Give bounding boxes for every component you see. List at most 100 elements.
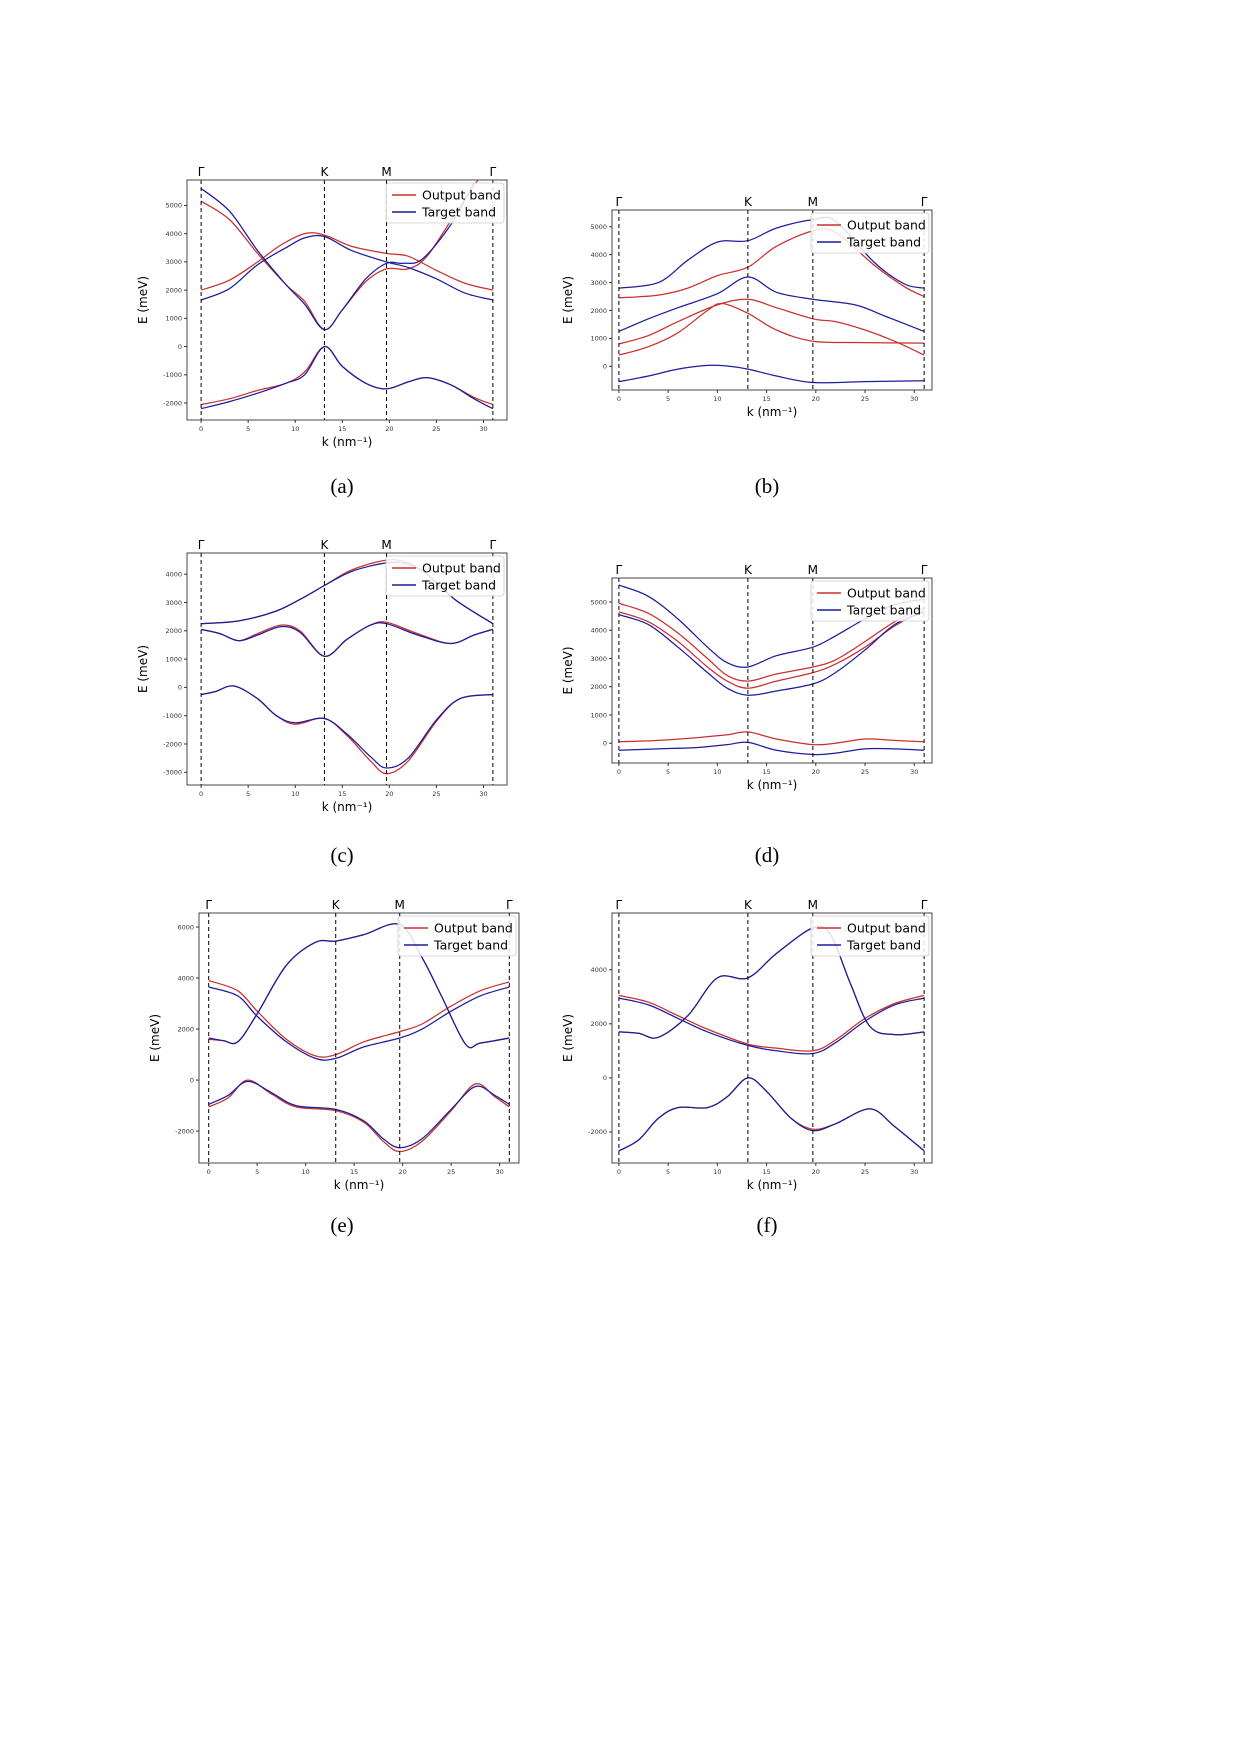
- target-band-line: [618, 276, 925, 332]
- chart-d: Γ K M Γ 0 5 10 15 20 25 30 0 1000 2000 3000 4000 5000 k (…: [561, 558, 995, 898]
- plot-frame: [186, 552, 508, 786]
- y-axis-label: E (meV): [561, 276, 575, 324]
- x-tick-label: 20: [385, 790, 393, 798]
- x-tick-label: 10: [713, 395, 721, 403]
- y-tick-label: 6000: [177, 923, 194, 931]
- high-symmetry-label: K: [320, 165, 329, 179]
- y-axis-label: E (meV): [561, 646, 575, 694]
- legend-entry: Output band: [847, 921, 926, 936]
- y-axis-label: E (meV): [136, 276, 150, 324]
- x-tick-label: 30: [495, 1168, 503, 1176]
- y-tick-label: 1000: [165, 655, 182, 663]
- y-tick-label: 0: [178, 684, 182, 692]
- high-symmetry-label: Γ: [198, 538, 205, 552]
- chart-b: Γ K M Γ 0 5 10 15 20 25 30 0 1000 2000 3000 4000 5000 k (…: [561, 190, 995, 530]
- legend-entry: Target band: [846, 603, 921, 618]
- x-tick-label: 30: [910, 1168, 918, 1176]
- x-tick-label: 5: [246, 425, 250, 433]
- target-band-line: [208, 923, 510, 1049]
- x-tick-label: 5: [255, 1168, 259, 1176]
- y-tick-label: 0: [178, 343, 182, 351]
- y-tick-label: 0: [603, 1074, 607, 1082]
- x-tick-label: 10: [291, 425, 299, 433]
- target-band-line: [618, 611, 925, 696]
- high-symmetry-label: K: [320, 538, 329, 552]
- y-tick-label: -1000: [163, 371, 182, 379]
- x-tick-label: 15: [762, 768, 770, 776]
- high-symmetry-label: M: [808, 898, 818, 912]
- x-tick-label: 25: [432, 425, 440, 433]
- high-symmetry-label: Γ: [616, 898, 623, 912]
- x-tick-label: 30: [910, 768, 918, 776]
- x-tick-label: 30: [479, 425, 487, 433]
- caption-b: (b): [754, 474, 780, 498]
- x-tick-label: 20: [398, 1168, 406, 1176]
- high-symmetry-label: Γ: [921, 195, 928, 209]
- legend-box: [810, 212, 930, 254]
- x-axis-label: k (nm⁻¹): [322, 800, 373, 814]
- high-symmetry-label: Γ: [490, 165, 497, 179]
- output-band-line: [618, 302, 925, 356]
- chart-b-svg: Γ K M Γ 0 5 10 15 20 25 30 0 1000 2000 3000 4000 5000 k (…: [561, 195, 933, 419]
- chart-c-svg: Γ K M Γ 0 5 10 15 20 25 30 -3000 -2000 -1000 0 1000 2000…: [136, 538, 508, 814]
- x-tick-label: 30: [479, 790, 487, 798]
- x-tick-label: 10: [713, 768, 721, 776]
- y-tick-label: 4000: [590, 966, 607, 974]
- band-lines: [618, 216, 925, 384]
- y-tick-label: 0: [190, 1076, 194, 1084]
- output-band-line: [618, 298, 925, 356]
- x-tick-label: 25: [861, 395, 869, 403]
- x-axis-label: k (nm⁻¹): [322, 435, 373, 449]
- y-tick-label: 5000: [590, 223, 607, 231]
- x-tick-label: 25: [861, 1168, 869, 1176]
- y-axis-label: E (meV): [136, 645, 150, 693]
- high-symmetry-label: K: [744, 195, 753, 209]
- target-band-line: [618, 997, 925, 1055]
- high-symmetry-label: Γ: [205, 898, 212, 912]
- y-tick-label: -1000: [163, 712, 182, 720]
- chart-d-svg: Γ K M Γ 0 5 10 15 20 25 30 0 1000 2000 3000 4000 5000 k (…: [561, 563, 933, 792]
- output-band-line: [200, 345, 494, 406]
- high-symmetry-label: K: [744, 898, 753, 912]
- x-tick-label: 20: [385, 425, 393, 433]
- x-tick-label: 10: [713, 1168, 721, 1176]
- x-tick-label: 15: [350, 1168, 358, 1176]
- y-tick-label: -2000: [588, 1128, 607, 1136]
- output-band-line: [208, 1079, 510, 1153]
- caption-f: (f): [756, 1213, 778, 1237]
- legend-entry: Output band: [847, 586, 926, 601]
- legend-entry: Output band: [847, 218, 926, 233]
- caption-d: (d): [754, 843, 780, 867]
- legend-box: [810, 915, 930, 957]
- y-axis-label: E (meV): [561, 1014, 575, 1062]
- output-band-line: [618, 731, 925, 746]
- plot-frame: [611, 209, 933, 391]
- high-symmetry-label: M: [808, 563, 818, 577]
- output-band-line: [618, 602, 925, 682]
- x-tick-label: 25: [432, 790, 440, 798]
- legend-box: [385, 182, 505, 224]
- x-tick-label: 5: [666, 395, 670, 403]
- high-symmetry-label: Γ: [490, 538, 497, 552]
- target-band-line: [618, 741, 925, 756]
- legend-entry: Target band: [433, 938, 508, 953]
- legend-box: [810, 580, 930, 622]
- x-tick-label: 5: [666, 768, 670, 776]
- plot-frame: [198, 912, 520, 1164]
- target-band-line: [200, 622, 494, 657]
- band-lines: [200, 180, 494, 410]
- high-symmetry-label: Γ: [616, 195, 623, 209]
- y-tick-label: 4000: [165, 230, 182, 238]
- x-axis-label: k (nm⁻¹): [747, 405, 798, 419]
- band-lines: [618, 925, 925, 1152]
- high-symmetry-label: M: [381, 165, 391, 179]
- output-band-line: [618, 609, 925, 689]
- high-symmetry-label: M: [381, 538, 391, 552]
- x-tick-label: 10: [302, 1168, 310, 1176]
- high-symmetry-label: M: [808, 195, 818, 209]
- x-tick-label: 0: [617, 768, 621, 776]
- chart-c: Γ K M Γ 0 5 10 15 20 25 30 -3000 -2000 -1000 0 1000 2000…: [136, 533, 570, 873]
- y-tick-label: -3000: [163, 769, 182, 777]
- y-tick-label: 5000: [165, 202, 182, 210]
- target-band-line: [200, 234, 494, 301]
